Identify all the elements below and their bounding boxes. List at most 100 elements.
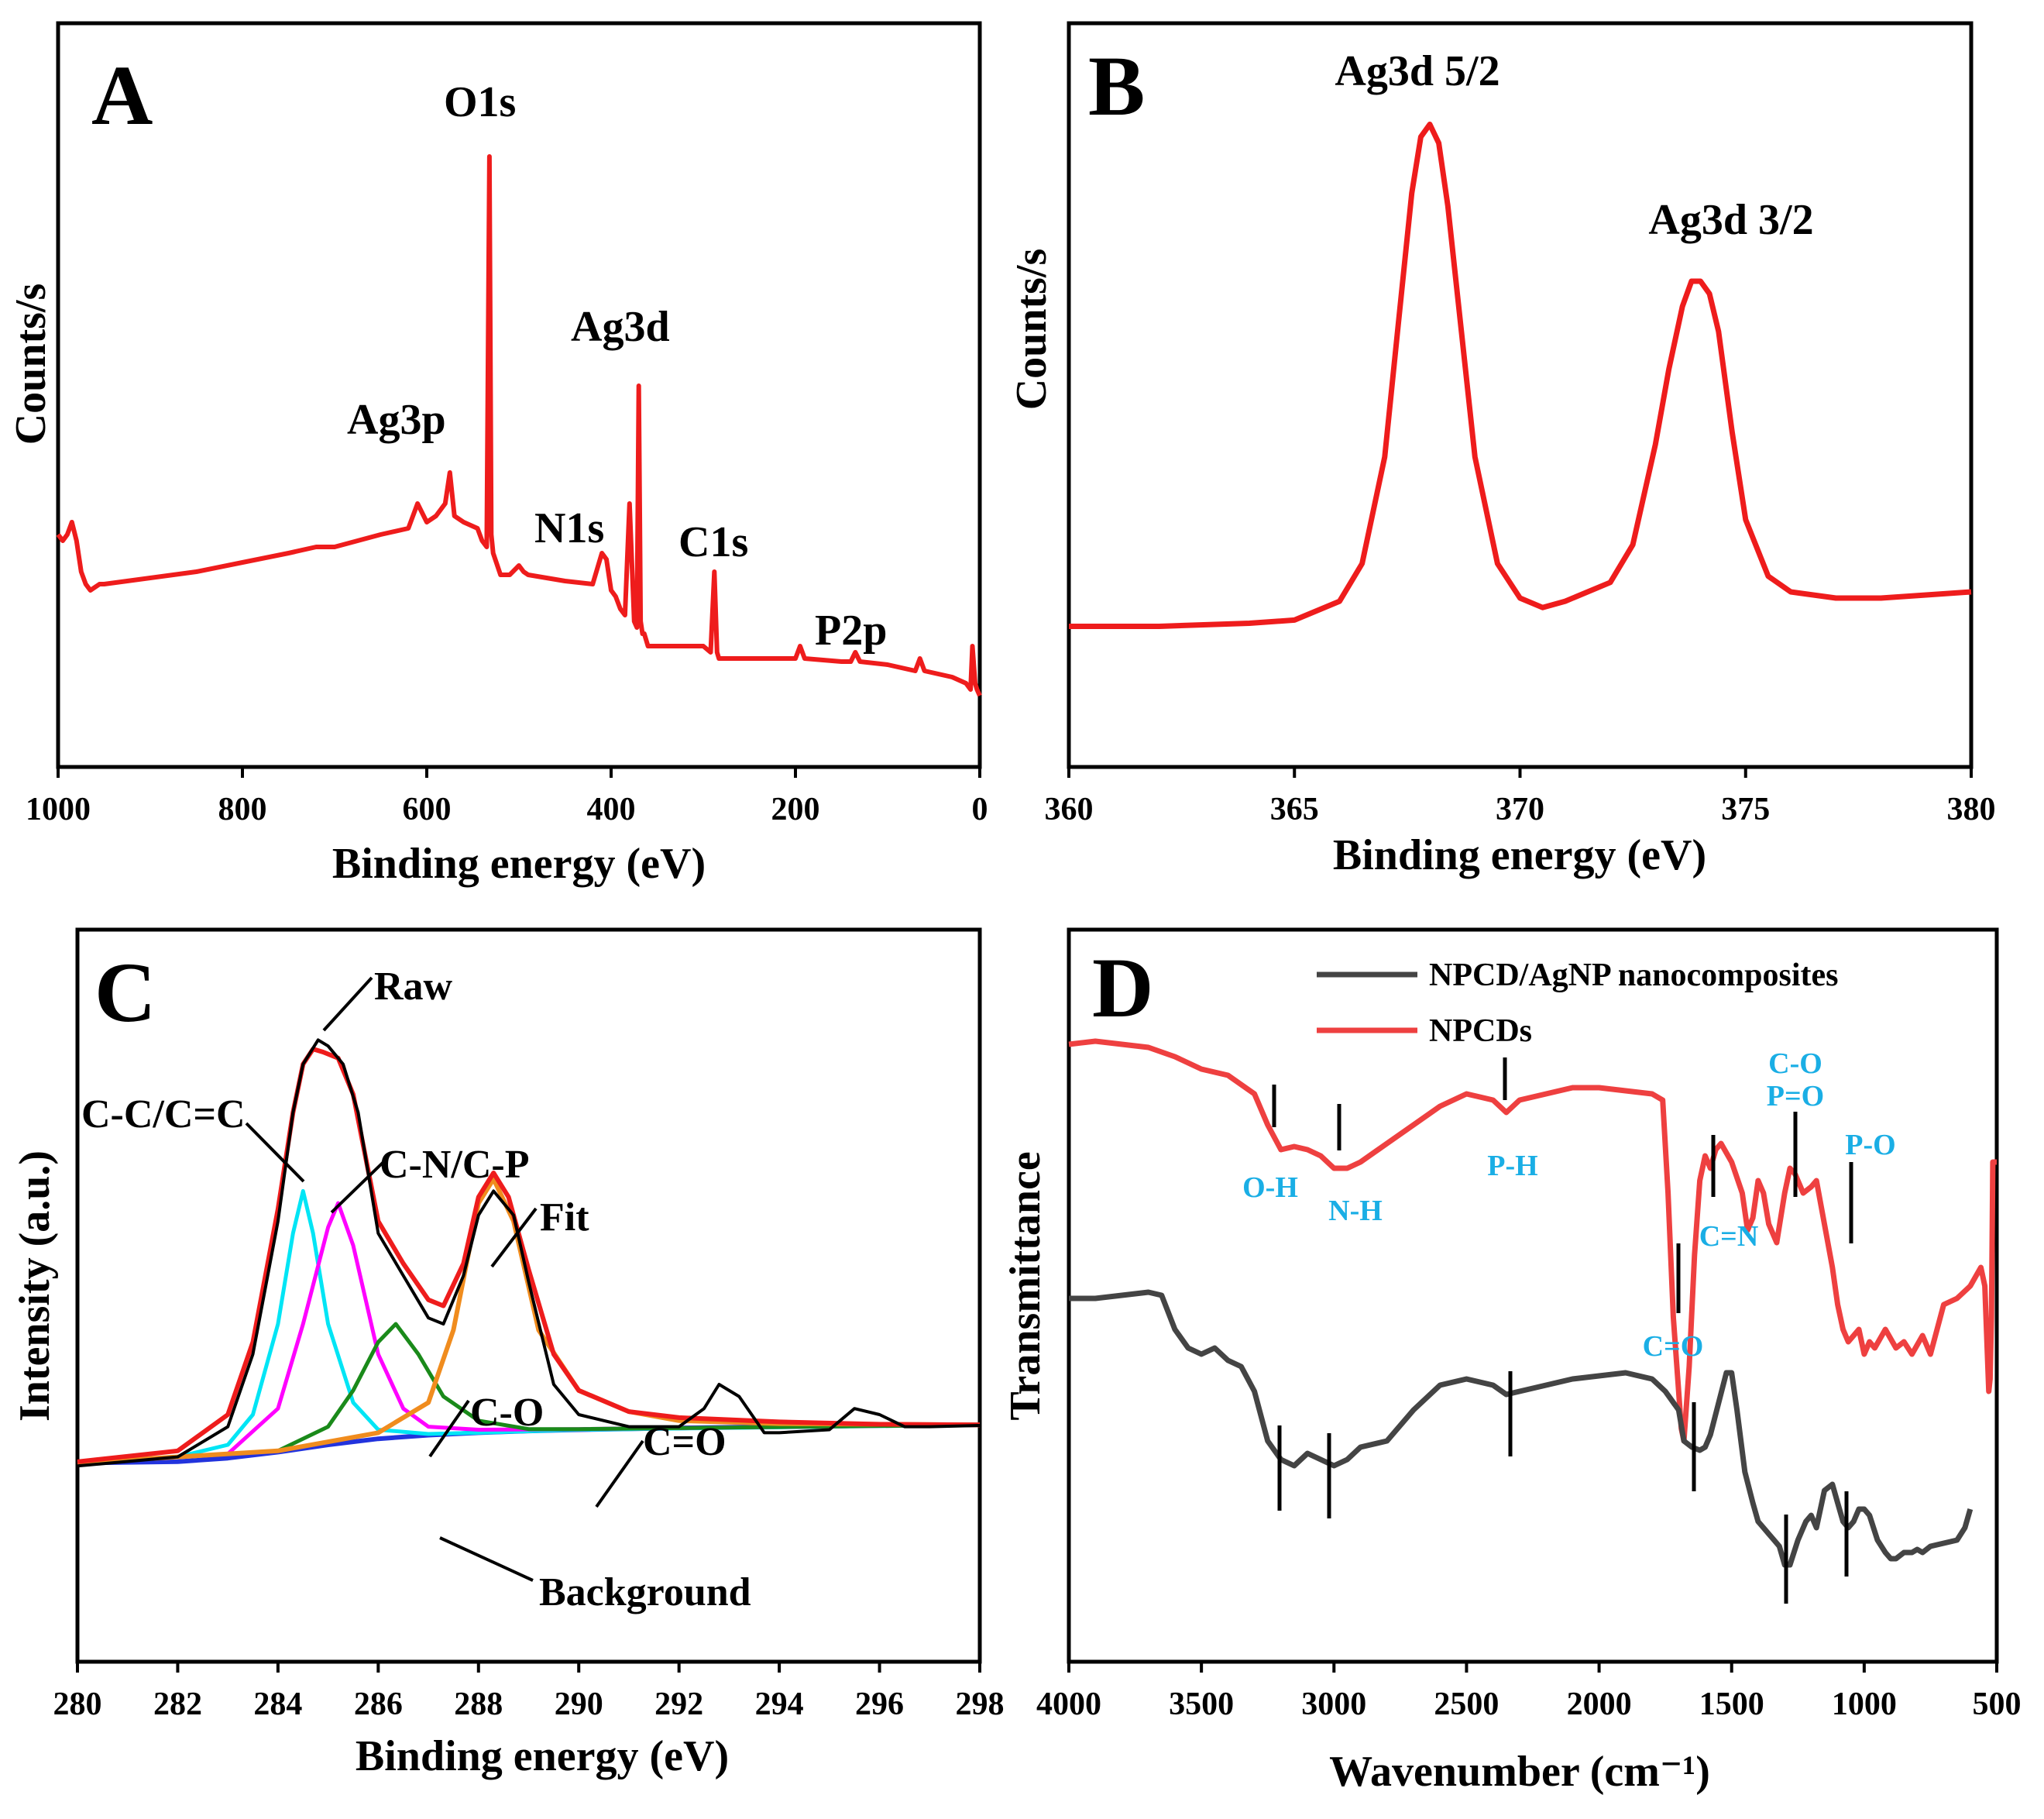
panel-a-xlabel: Binding energy (eV)	[332, 840, 706, 888]
panel-d-frame	[1067, 927, 1999, 1664]
panel-a-ylabel: Counts/s	[7, 284, 55, 445]
leader-cn	[330, 1161, 385, 1214]
panel-a-xtick-label: 0	[972, 792, 988, 827]
label-cn: C-N/C-P	[380, 1143, 530, 1187]
panel-d-composite-line	[1069, 1289, 1974, 1568]
panel-b-xtick-label: 365	[1270, 792, 1319, 827]
panel-a-xtick-label: 1000	[26, 792, 91, 827]
leader-fit	[490, 1207, 538, 1268]
leader-c-double-o	[595, 1439, 644, 1508]
band-label-po: P-O	[1845, 1129, 1895, 1161]
legend-label-composite: NPCD/AgNP nanocomposites	[1429, 958, 1839, 993]
panel-a-ticks: 1000 800 600 400 200 0	[26, 767, 988, 827]
panel-c-series-c-o	[77, 1322, 981, 1465]
panel-c-lines	[77, 1038, 981, 1468]
panel-d-band-labels: O-H N-H P-H C=N C=O C-O P=O P-O	[1242, 1047, 1896, 1363]
peak-label-ag3p: Ag3p	[347, 396, 446, 444]
peak-label-c1s: C1s	[678, 518, 748, 566]
panel-a-letter: A	[91, 48, 153, 143]
peak-label-ag3d-3-2: Ag3d 3/2	[1648, 196, 1813, 244]
panel-d-ylabel: Transmittance	[1001, 1151, 1049, 1420]
panel-c-xtick-label: 290	[555, 1687, 603, 1722]
panel-b-ag3d-line	[1069, 122, 1972, 629]
panel-b-xtick-label: 360	[1045, 792, 1094, 827]
panel-a-survey-line	[56, 154, 982, 697]
panel-c-xtick-label: 292	[654, 1687, 703, 1722]
panel-c-ticks: 280 282 284 286 288 290 292 294 296 298	[53, 1662, 1005, 1722]
panel-c-xtick-label: 288	[454, 1687, 503, 1722]
peak-label-ag3d: Ag3d	[571, 303, 670, 351]
peak-label-p2p: P2p	[815, 607, 887, 655]
panel-b-xtick-label: 380	[1947, 792, 1996, 827]
panel-c-series-c-c-c-c	[77, 1188, 981, 1464]
panel-b-letter: B	[1088, 39, 1145, 133]
panel-c: 280 282 284 286 288 290 292 294 296 298 C Raw C-C…	[11, 927, 1005, 1780]
panel-d-xlabel: Wavenumber (cm⁻¹)	[1329, 1748, 1710, 1796]
panel-a-xtick-label: 600	[403, 792, 452, 827]
peak-label-o1s: O1s	[444, 78, 516, 126]
panel-c-xtick-label: 282	[153, 1687, 202, 1722]
panel-c-xtick-label: 296	[855, 1687, 904, 1722]
band-label-oh: O-H	[1242, 1171, 1298, 1204]
label-cc: C-C/C=C	[81, 1092, 246, 1136]
panel-d-xtick-label: 500	[1973, 1687, 2022, 1722]
panel-d-npcds-line	[1068, 1038, 1997, 1444]
label-fit: Fit	[540, 1195, 589, 1240]
band-label-ph: P-H	[1487, 1150, 1537, 1182]
leader-cc	[245, 1122, 305, 1183]
panel-b-frame	[1067, 21, 1974, 769]
panel-c-letter: C	[94, 945, 156, 1040]
band-label-co: C-O	[1768, 1047, 1822, 1080]
panel-c-ylabel: Intensity (a.u.)	[11, 1150, 59, 1422]
panel-d-xtick-label: 2000	[1567, 1687, 1632, 1722]
panel-b-ylabel: Counts/s	[1008, 249, 1056, 411]
label-background: Background	[539, 1570, 751, 1614]
panel-c-xtick-label: 284	[253, 1687, 302, 1722]
panel-c-xtick-label: 280	[53, 1687, 102, 1722]
legend-label-npcds: NPCDs	[1429, 1013, 1532, 1049]
label-c-double-o: C=O	[643, 1420, 727, 1464]
panel-c-series-fit-comp	[77, 1176, 981, 1466]
band-label-cn: C=N	[1699, 1220, 1759, 1253]
panel-a-frame	[56, 21, 982, 769]
panel-c-frame	[75, 927, 982, 1664]
panel-a-xtick-label: 800	[218, 792, 267, 827]
panel-d-xtick-label: 1500	[1699, 1687, 1764, 1722]
panel-a: 1000 800 600 400 200 0 A O1s Ag3d Ag3p N1s C1…	[7, 21, 988, 888]
panel-d-ticks: 4000 3500 3000 2500 2000 1500 1000 500	[1036, 1662, 2022, 1722]
panel-c-leaders	[245, 976, 644, 1582]
band-label-c-double-o: C=O	[1643, 1330, 1704, 1363]
panel-b-xtick-label: 370	[1496, 792, 1544, 827]
panel-b-xtick-label: 375	[1721, 792, 1770, 827]
panel-d-legend: NPCD/AgNP nanocomposites NPCDs	[1317, 958, 1839, 1049]
panel-d: 4000 3500 3000 2500 2000 1500 1000 500 D NPCD/A…	[1001, 927, 2022, 1796]
panel-d-xtick-label: 4000	[1036, 1687, 1101, 1722]
panel-d-xtick-label: 3500	[1169, 1687, 1234, 1722]
panel-d-letter: D	[1092, 940, 1153, 1035]
panel-a-xtick-label: 200	[771, 792, 820, 827]
panel-c-xtick-label: 286	[354, 1687, 403, 1722]
panel-b-xlabel: Binding energy (eV)	[1333, 831, 1706, 879]
panel-c-series-raw	[77, 1038, 981, 1468]
band-label-pdo: P=O	[1767, 1080, 1824, 1112]
peak-label-n1s: N1s	[534, 504, 604, 552]
panel-c-xlabel: Binding energy (eV)	[356, 1732, 729, 1780]
leader-raw	[322, 976, 373, 1032]
leader-background	[439, 1536, 534, 1582]
panel-b-ticks: 360 365 370 375 380	[1045, 767, 1996, 827]
panel-c-xtick-label: 298	[956, 1687, 1005, 1722]
peak-label-ag3d-5-2: Ag3d 5/2	[1335, 47, 1500, 95]
panel-c-series-c-n-c-p	[77, 1201, 981, 1465]
panel-b: 360 365 370 375 380 B Ag3d 5/2 Ag3d 3/2 Bind…	[1008, 21, 1996, 879]
leader-co	[428, 1399, 470, 1458]
panel-d-xtick-label: 3000	[1301, 1687, 1366, 1722]
panel-d-xtick-label: 1000	[1832, 1687, 1897, 1722]
band-label-nh: N-H	[1328, 1195, 1383, 1227]
label-co: C-O	[470, 1391, 544, 1435]
panel-c-xtick-label: 294	[755, 1687, 804, 1722]
label-raw: Raw	[374, 965, 453, 1009]
panel-a-xtick-label: 400	[587, 792, 636, 827]
panel-d-band-markers	[1272, 1057, 1853, 1604]
panel-d-xtick-label: 2500	[1434, 1687, 1499, 1722]
